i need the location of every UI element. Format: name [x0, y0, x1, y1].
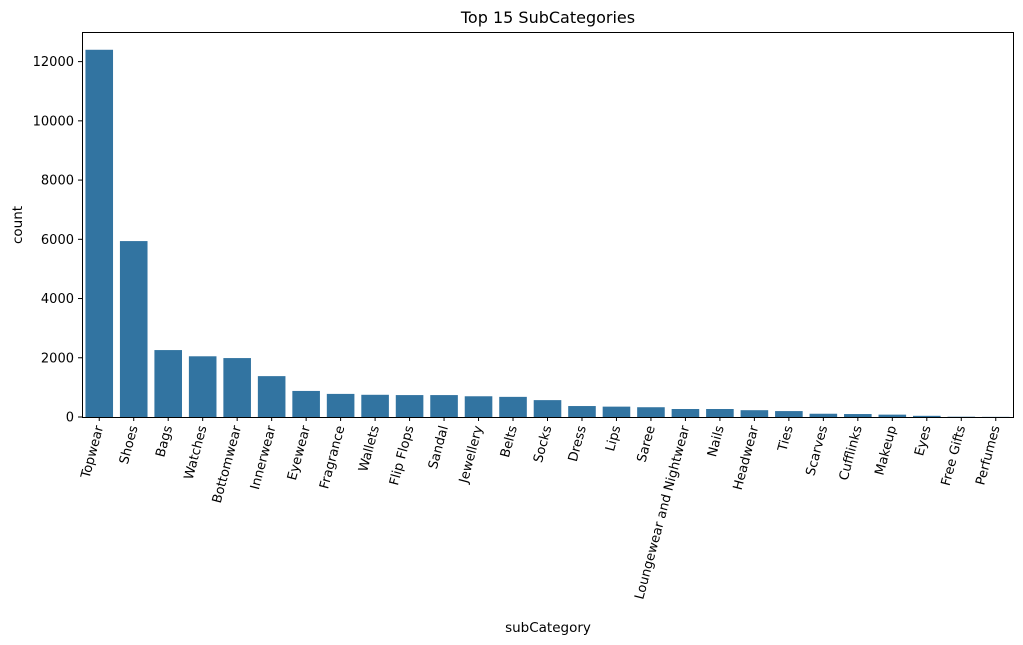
- x-tick-label: Innerwear: [248, 424, 280, 492]
- x-tick-label: Free Gifts: [939, 424, 969, 488]
- x-tick-label: Socks: [531, 424, 555, 464]
- y-tick-label: 4000: [41, 292, 74, 307]
- x-tick-label: Perfumes: [973, 424, 1003, 487]
- y-axis-label: count: [10, 206, 26, 244]
- bar: [464, 396, 493, 417]
- x-tick-label: Ties: [775, 424, 797, 454]
- x-tick-label: Wallets: [356, 424, 383, 474]
- x-tick-label: Eyes: [912, 424, 934, 458]
- y-axis: 0 2000 4000 6000 8000 10000 12000: [33, 55, 82, 426]
- y-tick-label: 10000: [33, 114, 74, 129]
- x-tick-label: Flip Flops: [387, 424, 417, 487]
- x-tick-label: Eyewear: [285, 424, 314, 482]
- bar: [878, 414, 907, 417]
- x-axis: Topwear Shoes Bags Watches Bottomwear Innerwe…: [78, 417, 1004, 601]
- x-tick-label: Nails: [705, 424, 728, 459]
- bar: [913, 415, 941, 417]
- x-tick-label: Topwear: [78, 424, 107, 482]
- bar: [188, 356, 217, 417]
- x-tick-label: Scarves: [803, 424, 831, 478]
- x-tick-label: Lips: [603, 424, 624, 453]
- y-tick-label: 0: [66, 411, 74, 426]
- x-tick-label: Dress: [566, 424, 590, 463]
- bar: [533, 400, 562, 417]
- x-tick-label: Watches: [182, 424, 211, 481]
- bar: [395, 395, 424, 417]
- x-tick-label: Cufflinks: [837, 424, 866, 482]
- bar: [637, 407, 665, 417]
- chart-title: Top 15 SubCategories: [460, 8, 635, 27]
- bar: [775, 411, 803, 417]
- x-tick-label: Belts: [498, 424, 521, 459]
- x-tick-label: Jewellery: [456, 424, 486, 486]
- x-tick-label: Saree: [635, 424, 659, 464]
- y-tick-label: 12000: [33, 55, 74, 70]
- y-tick-label: 6000: [41, 233, 74, 248]
- bar: [85, 49, 114, 418]
- bar: [740, 410, 769, 417]
- bar: [154, 350, 182, 417]
- bar: [499, 396, 527, 417]
- plot-frame: [82, 32, 1014, 418]
- x-tick-label: Fragrance: [317, 424, 348, 490]
- bar: [844, 414, 872, 417]
- bar: [809, 413, 838, 417]
- x-tick-label: Headwear: [731, 424, 763, 492]
- bar: [361, 394, 389, 417]
- y-tick-label: 8000: [41, 174, 74, 189]
- bars-group: [85, 49, 1010, 418]
- bar: [671, 409, 700, 417]
- bar: [257, 376, 286, 417]
- bar: [292, 390, 320, 417]
- x-tick-label: Bottomwear: [210, 424, 245, 505]
- y-tick-label: 2000: [41, 351, 74, 366]
- x-axis-label: subCategory: [505, 620, 591, 636]
- bar: [602, 406, 631, 417]
- bar: [223, 358, 251, 417]
- bar: [706, 409, 734, 417]
- x-tick-label: Makeup: [873, 424, 901, 477]
- bar: [568, 406, 596, 417]
- bar: [119, 241, 148, 417]
- x-tick-label: Shoes: [117, 424, 142, 466]
- bar: [326, 393, 355, 417]
- x-tick-label: Bags: [153, 424, 176, 459]
- bar: [430, 395, 458, 417]
- x-tick-label: Sandal: [426, 424, 452, 471]
